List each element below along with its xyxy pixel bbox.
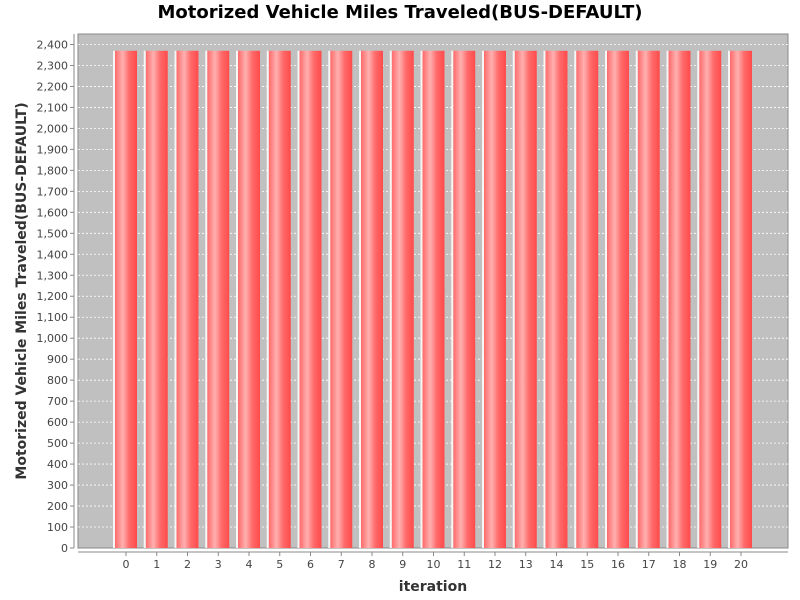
bar-highlight [236,50,238,549]
x-tick-label: 4 [246,558,253,571]
bar-highlight [451,50,454,549]
y-tick-label: 400 [47,458,68,471]
y-tick-label: 1,800 [37,164,69,177]
bar [699,50,722,549]
y-tick-label: 1,400 [37,248,69,261]
y-tick-label: 2,200 [37,80,69,93]
x-tick-label: 12 [488,558,502,571]
bar-highlight [389,50,392,549]
x-tick-label: 16 [611,558,625,571]
bar-highlight [666,50,669,549]
bar-highlight [574,50,577,549]
x-tick-label: 6 [307,558,314,571]
y-tick-label: 600 [47,416,68,429]
bar [391,50,414,549]
bar-highlight [697,50,700,549]
x-tick-label: 8 [369,558,376,571]
bar-highlight [297,50,300,549]
bar-highlight [728,50,730,549]
bar-highlight [205,50,208,549]
y-tick-label: 1,300 [37,269,69,282]
bar-highlight [635,50,638,549]
x-tick-label: 19 [703,558,717,571]
bar [637,50,660,549]
bar [207,50,230,549]
x-tick-label: 10 [427,558,441,571]
y-tick-label: 1,200 [37,290,69,303]
y-tick-label: 2,300 [37,59,69,72]
x-tick-label: 15 [580,558,594,571]
bar-highlight [482,50,484,549]
y-tick-label: 2,000 [37,122,69,135]
bar-highlight [113,50,115,549]
bar [453,50,476,549]
bar [361,50,383,549]
x-tick-label: 18 [673,558,687,571]
y-tick-label: 300 [47,479,68,492]
x-tick-label: 3 [215,558,222,571]
y-tick-label: 1,700 [37,185,69,198]
y-tick-label: 1,500 [37,227,69,240]
y-tick-label: 900 [47,353,68,366]
bar [145,50,168,549]
x-tick-label: 9 [399,558,406,571]
bar-highlight [174,50,177,549]
x-axis-label: iteration [399,579,467,595]
x-tick-label: 11 [457,558,471,571]
bar-highlight [328,50,331,549]
x-tick-label: 5 [276,558,283,571]
bar-highlight [605,50,607,549]
y-axis-label: Motorized Vehicle Miles Traveled(BUS-DEF… [14,102,30,479]
bar [484,50,506,549]
bar [576,50,599,549]
bar-highlight [512,50,515,549]
x-tick-label: 1 [153,558,160,571]
y-tick-label: 2,400 [37,38,69,51]
x-tick-label: 14 [550,558,564,571]
bar [330,50,353,549]
y-tick-label: 700 [47,395,68,408]
x-tick-label: 7 [338,558,345,571]
x-tick-label: 2 [184,558,191,571]
x-tick-label: 20 [734,558,748,571]
bar [268,50,291,549]
bar-highlight [143,50,146,549]
y-tick-label: 100 [47,521,68,534]
chart-title: Motorized Vehicle Miles Traveled(BUS-DEF… [157,2,643,23]
y-tick-label: 1,100 [37,311,69,324]
bar-highlight [543,50,546,549]
bar [668,50,691,549]
bar-highlight [359,50,361,549]
bars [113,50,752,549]
x-tick-label: 0 [123,558,130,571]
y-tick-label: 200 [47,500,68,513]
y-tick-label: 1,900 [37,143,69,156]
bar [730,50,752,549]
y-tick-label: 1,000 [37,332,69,345]
bar [115,50,137,549]
bar [238,50,260,549]
x-axis: 0 1 2 3 4 5 6 7 8 9 10 11 12 13 14 15 16 17 18 19 20 [78,551,788,571]
bar-highlight [266,50,269,549]
bar [299,50,322,549]
x-tick-label: 17 [642,558,656,571]
y-tick-label: 1,600 [37,206,69,219]
y-axis: 0 100 200 300 400 500 600 700 800 900 1,000 1,100 1,… [37,34,75,555]
bar [607,50,629,549]
x-tick-label: 13 [519,558,533,571]
bar [422,50,445,549]
y-tick-label: 500 [47,437,68,450]
y-tick-label: 0 [61,542,68,555]
bar-highlight [420,50,423,549]
y-tick-label: 800 [47,374,68,387]
y-tick-label: 2,100 [37,101,69,114]
bar [176,50,199,549]
bar [545,50,568,549]
bar [514,50,537,549]
